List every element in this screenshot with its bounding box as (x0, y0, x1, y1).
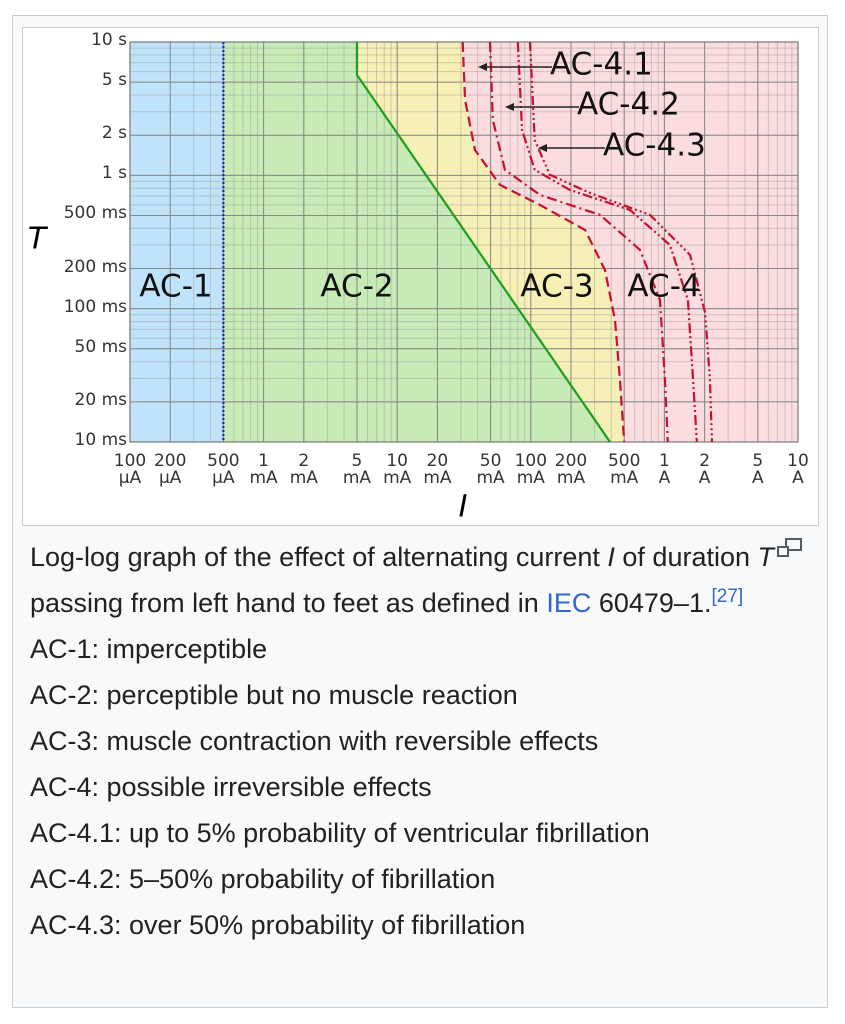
chart: T I AC-1 AC-2 AC-3 AC-4 AC-4.1 AC-4.2 AC-4.3 (28, 41, 799, 525)
boundary-line (516, 41, 698, 443)
zone (462, 42, 798, 442)
y-axis-label: T (28, 222, 49, 257)
x-tick-label: 2 mA (289, 451, 318, 488)
x-tick-label: 100 mA (514, 451, 548, 488)
zones (130, 42, 798, 442)
caption-line: AC-3: muscle contraction with reversible… (30, 726, 599, 756)
caption-text: 60479–1. (591, 588, 712, 618)
y-tick-label: 5 s (101, 70, 127, 91)
boundary-line (355, 42, 611, 443)
x-tick-label: 100 µA (113, 451, 147, 488)
caption-text: I (607, 542, 615, 572)
y-tick-label: 50 ms (74, 336, 127, 357)
plot-frame (129, 41, 799, 443)
caption-text: passing from left hand to feet as define… (30, 588, 547, 618)
caption-line: AC-4.1: up to 5% probability of ventricu… (30, 818, 650, 848)
caption-line: AC-4.2: 5–50% probability of fibrillatio… (30, 864, 496, 894)
caption-line: AC-2: perceptible but no muscle reaction (30, 680, 518, 710)
citation[interactable]: [27] (711, 586, 744, 607)
x-tick-label: 200 µA (153, 451, 187, 488)
y-tick-label: 10 ms (74, 430, 127, 450)
x-tick-label: 10 A (787, 451, 809, 488)
boundary-line (461, 41, 626, 443)
x-tick-label: 1 A (658, 451, 671, 488)
arrow-head (538, 144, 547, 152)
region-label: AC-4 (627, 269, 700, 305)
callout-label: AC-4.3 (603, 128, 706, 164)
boundary-line (528, 41, 714, 443)
enlarge-icon[interactable] (777, 538, 802, 557)
x-tick-label: 2 A (698, 451, 711, 488)
x-axis-label: I (459, 490, 468, 525)
zone (130, 42, 224, 442)
callout-label: AC-4.1 (550, 47, 653, 83)
link[interactable]: IEC (546, 588, 592, 618)
caption-text: T (757, 542, 775, 572)
caption: Log-log graph of the effect of alternati… (30, 534, 810, 948)
y-tick-label: 10 s (91, 30, 127, 50)
x-tick-label: 50 mA (476, 451, 505, 488)
y-tick-label: 200 ms (63, 256, 127, 277)
caption-lines: AC-1: imperceptible AC-2: perceptible but… (30, 626, 810, 948)
x-tick-label: 10 mA (383, 451, 412, 488)
caption-text: Log-log graph of the effect of alternati… (30, 542, 608, 572)
x-tick-label: 5 A (751, 451, 764, 488)
y-tick-label: 1 s (101, 163, 127, 184)
y-tick-label: 500 ms (63, 203, 127, 224)
y-tick-label: 2 s (101, 123, 127, 144)
x-tick-label: 500 µA (207, 451, 240, 488)
callout-label: AC-4.2 (577, 87, 680, 123)
y-tick-label: 20 ms (74, 389, 127, 410)
region-label: AC-2 (320, 269, 393, 305)
x-tick-label: 200 mA (554, 451, 588, 488)
arrow-head (505, 103, 514, 111)
caption-line: AC-4: possible irreversible effects (30, 772, 432, 802)
caption-text: of duration (614, 542, 758, 572)
region-label: AC-1 (139, 269, 212, 305)
caption-main: Log-log graph of the effect of alternati… (30, 534, 810, 626)
zone (223, 42, 611, 442)
y-tick-label: 100 ms (63, 296, 127, 317)
boundary-line (488, 41, 669, 443)
caption-line: AC-4.3: over 50% probability of fibrilla… (30, 910, 526, 940)
x-tick-label: 500 mA (607, 451, 641, 488)
x-tick-label: 20 mA (423, 451, 452, 488)
region-label: AC-3 (520, 269, 593, 305)
caption-line: AC-1: imperceptible (30, 634, 268, 664)
x-tick-label: 1 mA (249, 451, 278, 488)
x-tick-label: 5 mA (342, 451, 372, 488)
arrow-head (478, 63, 487, 71)
